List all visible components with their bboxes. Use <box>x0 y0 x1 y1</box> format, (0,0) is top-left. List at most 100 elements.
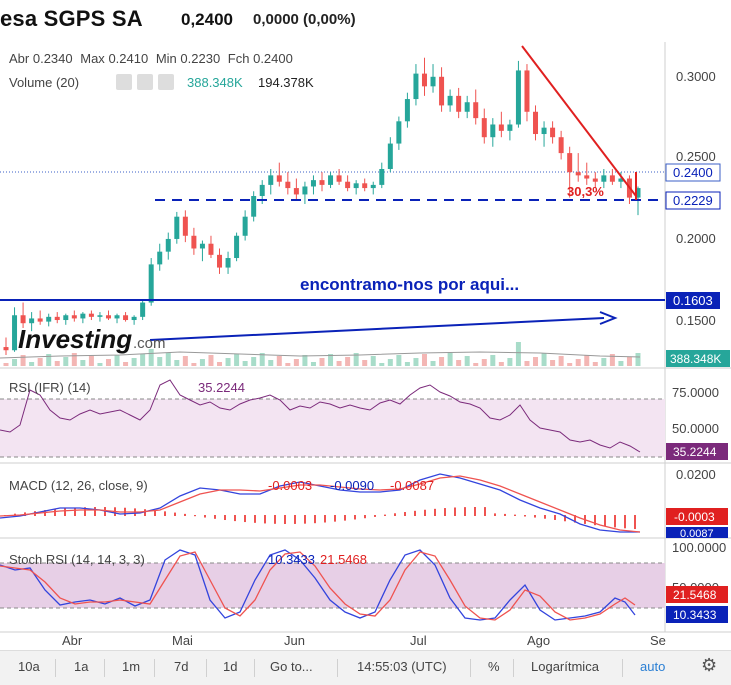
price-pane[interactable]: 30,3% encontramo-nos por aqui... Investi… <box>0 45 730 367</box>
rsi-badge <box>666 443 728 460</box>
candle-body <box>46 316 52 322</box>
candle-body <box>447 95 453 106</box>
volume-bar <box>558 356 564 366</box>
candle-body <box>541 127 547 135</box>
candle-body <box>29 318 35 324</box>
macd-hist-bar <box>284 515 286 524</box>
volume-bar <box>601 358 607 366</box>
svg-text:0.0087: 0.0087 <box>680 528 714 540</box>
close-icon[interactable] <box>158 74 174 90</box>
gear-icon[interactable] <box>137 74 153 90</box>
candle-body <box>191 235 197 249</box>
macd-hist-bar <box>594 515 596 526</box>
range-7d-button[interactable]: 7d <box>174 659 189 674</box>
volume-bar <box>362 360 368 366</box>
candle-body <box>285 181 291 189</box>
go-to-button[interactable]: Go to... <box>270 659 313 674</box>
trend-arrow-head <box>599 311 618 325</box>
volume-bar <box>37 358 43 366</box>
candle-body <box>473 102 479 119</box>
volume-ma-line <box>0 351 641 359</box>
candle-body <box>293 188 299 195</box>
candle-body <box>370 184 376 189</box>
price-tick: 0.2500 <box>676 149 716 164</box>
macd-badge-1 <box>666 508 728 525</box>
percent-button[interactable]: % <box>488 659 500 674</box>
decline-line <box>521 45 637 197</box>
volume-bar <box>490 355 496 366</box>
macd-hist-bar <box>354 515 356 520</box>
last-price: 0,2400 <box>181 10 233 29</box>
stoch-rsi-pane[interactable]: Stoch RSI (14, 14, 3, 3) 10.3433 21.5468… <box>0 540 728 623</box>
volume-bar <box>97 363 103 366</box>
svg-text:75.0000: 75.0000 <box>672 385 719 400</box>
macd-hist-bar <box>244 515 246 523</box>
volume-bar <box>165 353 171 366</box>
volume-bar <box>208 355 214 366</box>
volume-bar <box>88 356 94 366</box>
volume-bar <box>310 362 316 366</box>
macd-hist-bar <box>554 515 556 520</box>
volume-bar <box>302 355 308 366</box>
macd-hist-bar <box>314 515 316 524</box>
macd-hist-bar <box>414 510 416 516</box>
price-change: 0,0000 (0,00%) <box>253 11 356 28</box>
volume-bar <box>268 360 274 366</box>
stoch-value-1: 10.3433 <box>268 552 315 567</box>
svg-text:0.0200: 0.0200 <box>676 467 716 482</box>
candle-body <box>515 70 521 125</box>
ohlc-legend: Abr 0.2340 Max 0.2410 Min 0.2230 Fch 0.2… <box>9 51 293 66</box>
stoch-legend: Stoch RSI (14, 14, 3, 3) <box>9 552 145 567</box>
macd-hist-bar <box>204 515 206 518</box>
rsi-pane[interactable]: RSI (IFR) (14) 35.2244 75.0000 50.0000 3… <box>0 379 728 460</box>
stoch-badge-2 <box>666 606 728 623</box>
volume-bar <box>533 357 539 366</box>
instrument-title: esa SGPS SA <box>0 6 143 31</box>
macd-hist-bar <box>394 513 396 516</box>
volume-bar <box>191 363 197 366</box>
macd-hist-bar <box>544 515 546 519</box>
macd-hist-bar <box>504 513 506 516</box>
volume-bar <box>481 359 487 366</box>
candle-body <box>225 258 231 268</box>
candle-body <box>88 313 94 317</box>
auto-button[interactable]: auto <box>640 659 666 674</box>
candle-body <box>507 124 513 131</box>
volume-bar <box>541 353 547 366</box>
macd-hist-bar <box>294 515 296 524</box>
candle-body <box>353 183 359 189</box>
svg-text:21.5468: 21.5468 <box>673 588 717 602</box>
volume-bar <box>225 358 231 366</box>
range-1m-button[interactable]: 1m <box>122 659 141 674</box>
range-10a-button[interactable]: 10a <box>18 659 40 674</box>
volume-bar <box>29 362 35 366</box>
eye-icon[interactable] <box>116 74 132 90</box>
volume-bar <box>584 355 590 366</box>
macd-hist-bar <box>324 515 326 523</box>
volume-bar <box>618 361 624 366</box>
annotation-text: encontramo-nos por aqui... <box>300 275 519 294</box>
macd-hist-bar <box>384 514 386 516</box>
macd-hist-bar <box>574 515 576 523</box>
macd-pane[interactable]: MACD (12, 26, close, 9) -0.0003 -0.0090 … <box>0 467 728 540</box>
log-button[interactable]: Logarítmica <box>531 659 599 674</box>
candle-body <box>319 180 325 185</box>
x-label: Abr <box>62 633 83 648</box>
candle-body <box>97 315 103 317</box>
svg-text:35.2244: 35.2244 <box>673 445 717 459</box>
volume-bars <box>3 342 641 366</box>
x-label: Ago <box>527 633 550 648</box>
price-tick: 0.1500 <box>676 313 716 328</box>
volume-bar <box>12 359 18 366</box>
candle-body <box>575 172 581 176</box>
range-1d-button[interactable]: 1d <box>223 659 238 674</box>
svg-text:100.0000: 100.0000 <box>672 540 726 555</box>
range-1a-button[interactable]: 1a <box>74 659 89 674</box>
macd-hist-bar <box>454 507 456 516</box>
candle-body <box>251 196 257 217</box>
chart-area[interactable]: 30,3% encontramo-nos por aqui... Investi… <box>0 42 731 650</box>
candle-body <box>259 184 265 197</box>
volume-bar <box>336 361 342 366</box>
macd-hist-bar <box>274 515 276 524</box>
settings-gear-icon[interactable]: ⚙ <box>701 655 718 675</box>
